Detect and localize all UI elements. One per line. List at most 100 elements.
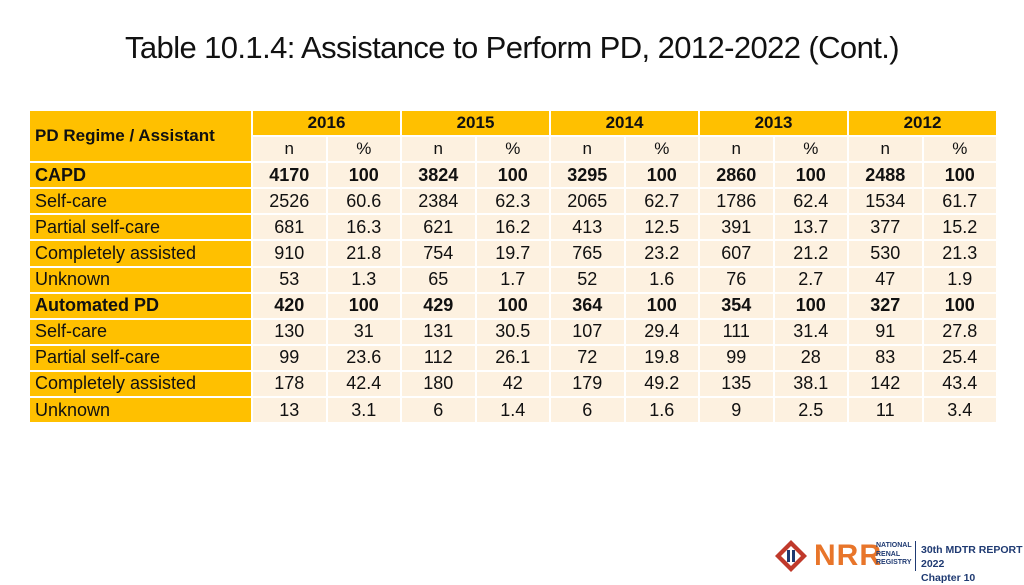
column-subheader: n bbox=[402, 137, 477, 164]
table-cell: 100 bbox=[476, 293, 551, 320]
table-cell: 6 bbox=[551, 398, 626, 425]
table-cell: 180 bbox=[402, 371, 477, 399]
row-label: Automated PD bbox=[30, 293, 253, 320]
table-cell: 25.4 bbox=[923, 345, 998, 372]
table-cell: 62.3 bbox=[476, 189, 551, 216]
column-subheader: n bbox=[700, 137, 775, 164]
table-cell: 354 bbox=[700, 293, 775, 320]
table-cell: 1.7 bbox=[476, 267, 551, 294]
row-label: Completely assisted bbox=[30, 371, 253, 399]
footer-divider bbox=[915, 541, 916, 571]
table-cell: 100 bbox=[327, 293, 402, 320]
table-cell: 60.6 bbox=[327, 189, 402, 216]
table-cell: 111 bbox=[700, 319, 775, 346]
table-cell: 100 bbox=[923, 293, 998, 320]
row-label: Completely assisted bbox=[30, 241, 253, 268]
table-cell: 11 bbox=[849, 398, 924, 425]
table-cell: 910 bbox=[253, 241, 328, 268]
column-subheader: n bbox=[849, 137, 924, 164]
table-cell: 3295 bbox=[551, 163, 626, 190]
table-cell: 391 bbox=[700, 215, 775, 242]
table-cell: 47 bbox=[849, 267, 924, 294]
row-label: Partial self-care bbox=[30, 345, 253, 372]
table-cell: 1534 bbox=[849, 189, 924, 216]
table-cell: 12.5 bbox=[625, 215, 700, 242]
table-cell: 27.8 bbox=[923, 319, 998, 346]
table-cell: 179 bbox=[551, 371, 626, 399]
table-cell: 23.6 bbox=[327, 345, 402, 372]
table-cell: 52 bbox=[551, 267, 626, 294]
table-cell: 607 bbox=[700, 241, 775, 268]
table-cell: 3824 bbox=[402, 163, 477, 190]
table-cell: 31.4 bbox=[774, 319, 849, 346]
table-cell: 72 bbox=[551, 345, 626, 372]
column-subheader: n bbox=[551, 137, 626, 164]
table-cell: 4170 bbox=[253, 163, 328, 190]
table-cell: 13 bbox=[253, 398, 328, 425]
table-cell: 83 bbox=[849, 345, 924, 372]
table-cell: 2860 bbox=[700, 163, 775, 190]
table-cell: 377 bbox=[849, 215, 924, 242]
table-cell: 61.7 bbox=[923, 189, 998, 216]
table-cell: 29.4 bbox=[625, 319, 700, 346]
table-cell: 42.4 bbox=[327, 371, 402, 399]
table-cell: 135 bbox=[700, 371, 775, 399]
table-cell: 100 bbox=[625, 293, 700, 320]
nrr-logo-subtitle: NATIONAL RENAL REGISTRY bbox=[876, 542, 912, 566]
table-cell: 2526 bbox=[253, 189, 328, 216]
table-cell: 38.1 bbox=[774, 371, 849, 399]
table-cell: 19.8 bbox=[625, 345, 700, 372]
table-cell: 3.4 bbox=[923, 398, 998, 425]
column-subheader: % bbox=[327, 137, 402, 164]
table-cell: 2384 bbox=[402, 189, 477, 216]
table-cell: 178 bbox=[253, 371, 328, 399]
table-cell: 26.1 bbox=[476, 345, 551, 372]
year-header: 2016 bbox=[253, 111, 402, 138]
table-cell: 107 bbox=[551, 319, 626, 346]
table-cell: 364 bbox=[551, 293, 626, 320]
table-cell: 2.7 bbox=[774, 267, 849, 294]
year-header: 2014 bbox=[551, 111, 700, 138]
table-cell: 19.7 bbox=[476, 241, 551, 268]
page-title: Table 10.1.4: Assistance to Perform PD, … bbox=[125, 30, 900, 65]
table-cell: 2488 bbox=[849, 163, 924, 190]
table-cell: 1786 bbox=[700, 189, 775, 216]
table-cell: 100 bbox=[625, 163, 700, 190]
table-cell: 23.2 bbox=[625, 241, 700, 268]
table-cell: 765 bbox=[551, 241, 626, 268]
table-cell: 99 bbox=[253, 345, 328, 372]
table-cell: 30.5 bbox=[476, 319, 551, 346]
table-cell: 16.2 bbox=[476, 215, 551, 242]
table-cell: 621 bbox=[402, 215, 477, 242]
table-cell: 3.1 bbox=[327, 398, 402, 425]
year-header: 2012 bbox=[849, 111, 998, 138]
table-cell: 1.6 bbox=[625, 398, 700, 425]
table-cell: 2065 bbox=[551, 189, 626, 216]
column-subheader: n bbox=[253, 137, 328, 164]
column-subheader: % bbox=[774, 137, 849, 164]
table-cell: 530 bbox=[849, 241, 924, 268]
column-subheader: % bbox=[923, 137, 998, 164]
table-corner-label: PD Regime / Assistant bbox=[30, 111, 253, 164]
table-cell: 21.3 bbox=[923, 241, 998, 268]
table-cell: 1.6 bbox=[625, 267, 700, 294]
table-cell: 43.4 bbox=[923, 371, 998, 399]
table-cell: 13.7 bbox=[774, 215, 849, 242]
table-cell: 21.2 bbox=[774, 241, 849, 268]
table-cell: 28 bbox=[774, 345, 849, 372]
table-cell: 429 bbox=[402, 293, 477, 320]
table-cell: 142 bbox=[849, 371, 924, 399]
year-header: 2013 bbox=[700, 111, 849, 138]
table-cell: 112 bbox=[402, 345, 477, 372]
row-label: Partial self-care bbox=[30, 215, 253, 242]
row-label: Self-care bbox=[30, 319, 253, 346]
row-label: CAPD bbox=[30, 163, 253, 190]
table-cell: 420 bbox=[253, 293, 328, 320]
nrr-logo-text: NRR bbox=[814, 539, 882, 572]
table-cell: 62.7 bbox=[625, 189, 700, 216]
table-cell: 100 bbox=[476, 163, 551, 190]
table-cell: 42 bbox=[476, 371, 551, 399]
table-cell: 100 bbox=[774, 163, 849, 190]
table-cell: 6 bbox=[402, 398, 477, 425]
table-cell: 2.5 bbox=[774, 398, 849, 425]
